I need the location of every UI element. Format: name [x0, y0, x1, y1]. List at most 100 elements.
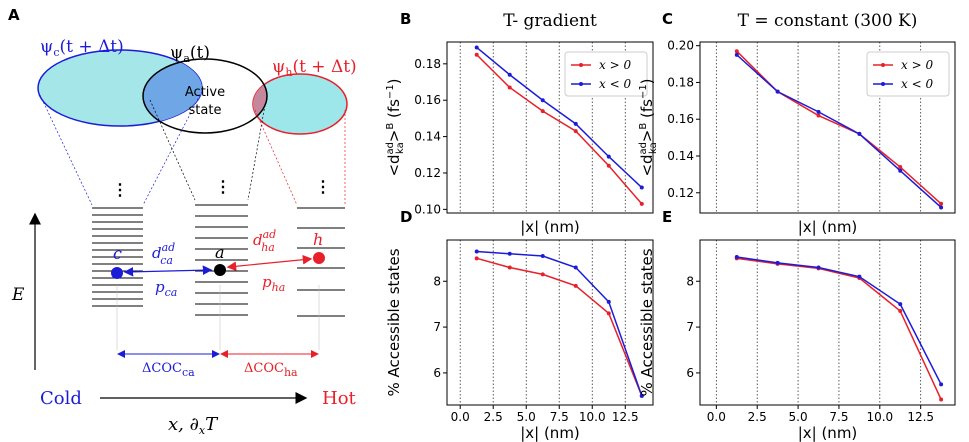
- panel-letter: E: [662, 208, 672, 226]
- point: [606, 154, 611, 159]
- point: [606, 299, 611, 304]
- label-part: ka: [395, 142, 406, 154]
- plot-frame: [446, 239, 654, 406]
- x-tick-label: 10.0: [579, 410, 606, 424]
- state-label: c: [113, 244, 122, 263]
- x-tick-label: 0.0: [451, 410, 470, 424]
- coc-label: ΔCOCha: [244, 361, 298, 379]
- p-label: pca: [155, 278, 177, 299]
- point: [474, 256, 479, 261]
- point: [540, 254, 545, 259]
- x-tick-label: 2.5: [484, 410, 503, 424]
- point: [639, 393, 644, 398]
- point: [474, 249, 479, 254]
- y-tick-label: 0.18: [414, 57, 441, 71]
- label-part: d: [152, 244, 162, 262]
- ellipsis: ⋮: [215, 177, 231, 196]
- label-part: <d: [385, 154, 403, 176]
- coc-label: ΔCOCca: [142, 361, 195, 379]
- legend-swatch: [579, 63, 583, 67]
- y-axis-label: <dadka>B (fs−1): [638, 78, 659, 176]
- state-label: a: [215, 243, 225, 262]
- plot-frame: [699, 239, 956, 406]
- label-part: a: [183, 52, 190, 65]
- d-label: dad ha: [253, 228, 276, 254]
- y-tick-label: 6: [433, 366, 441, 380]
- point: [857, 131, 862, 136]
- x-axis-label: |x| (nm): [798, 424, 858, 442]
- point: [573, 283, 578, 288]
- energy-levels: [92, 204, 345, 317]
- y-axis-label: % Accessible states: [638, 248, 656, 396]
- label-part: d: [253, 231, 263, 249]
- x-axis-label: |x| (nm): [798, 218, 858, 236]
- psi-label: ψa(t): [170, 43, 210, 65]
- active-label: Active: [185, 85, 225, 100]
- label-part: ha: [261, 241, 275, 254]
- point: [775, 260, 780, 265]
- label-part: >: [385, 130, 403, 143]
- y-tick-label: 7: [686, 320, 694, 334]
- point: [939, 397, 944, 402]
- label-part: ad: [638, 142, 649, 154]
- y-tick-label: 8: [433, 274, 441, 288]
- point: [639, 185, 644, 190]
- label-part: x, ∂: [168, 414, 199, 435]
- hot-label: Hot: [322, 388, 357, 409]
- y-axis-label: % Accessible states: [385, 248, 403, 396]
- point: [898, 165, 903, 170]
- line: [736, 257, 942, 400]
- line: [476, 54, 643, 205]
- label-part: ad: [162, 241, 176, 254]
- legend-swatch: [881, 63, 885, 67]
- point: [939, 201, 944, 206]
- point: [816, 265, 821, 270]
- state-h: [313, 252, 325, 264]
- label-part: B: [385, 123, 396, 130]
- label-part: % Accessible states: [385, 248, 403, 396]
- y-tick-label: 7: [433, 320, 441, 334]
- x-tick-label: 2.5: [748, 410, 767, 424]
- point: [507, 265, 512, 270]
- panel-letter: A: [8, 6, 20, 24]
- plot-frame: [446, 41, 654, 214]
- x-axis-label: |x| (nm): [520, 424, 580, 442]
- label-part: (t): [190, 43, 210, 63]
- y-tick-label: 0.12: [414, 166, 441, 180]
- legend: [564, 51, 648, 97]
- label-part: −1: [638, 84, 649, 99]
- y-tick-label: 0.10: [414, 202, 441, 216]
- label-part: c: [53, 46, 59, 59]
- point: [898, 302, 903, 307]
- point: [474, 45, 479, 50]
- chart-title: T = constant (300 K): [738, 11, 918, 31]
- line: [476, 46, 643, 189]
- ellipse-h: [252, 73, 348, 135]
- label-part: ka: [648, 142, 659, 154]
- point: [606, 311, 611, 316]
- p-label: pha: [262, 273, 285, 294]
- point: [857, 274, 862, 279]
- label-part: ad: [385, 142, 396, 154]
- line: [736, 54, 942, 209]
- point: [898, 168, 903, 173]
- label-part: ca: [165, 286, 178, 299]
- energy-label: E: [11, 285, 25, 305]
- ellipsis: ⋮: [112, 180, 128, 199]
- label-part: p: [155, 278, 165, 296]
- label-part: ψ: [40, 37, 53, 57]
- state-a: [214, 264, 226, 276]
- y-axis-label: <dadka>B (fs−1): [385, 78, 406, 176]
- legend: [866, 51, 950, 97]
- panel-letter: B: [400, 10, 411, 28]
- legend-label: x > 0: [599, 58, 631, 72]
- panel-letter: C: [662, 10, 673, 28]
- projections: [39, 94, 346, 206]
- diagram: A ⋮ ⋮ ⋮ c a h E Cold Hot: [8, 6, 357, 409]
- arrow: [226, 254, 313, 272]
- label-part: ha: [284, 366, 298, 379]
- label-part: ad: [263, 228, 277, 241]
- point: [540, 109, 545, 114]
- point: [775, 89, 780, 94]
- label-part: (t + Δt): [292, 57, 356, 77]
